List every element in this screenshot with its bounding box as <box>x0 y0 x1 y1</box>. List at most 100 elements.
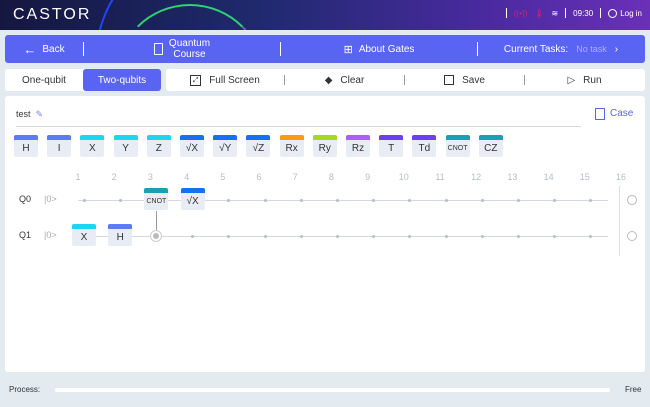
slot-dot[interactable] <box>553 199 557 202</box>
slot-dot[interactable] <box>480 235 484 238</box>
qubit-label: Q0 <box>19 194 32 204</box>
current-tasks-button[interactable]: Current Tasks: No task › <box>503 43 619 55</box>
slot-dot[interactable] <box>516 199 520 202</box>
book-icon <box>153 43 163 55</box>
gate-color-cap <box>445 135 470 140</box>
slot-dot[interactable] <box>191 235 195 238</box>
logo: CASTOR <box>13 6 92 23</box>
chevron-right-icon: › <box>614 43 619 55</box>
gate-cz[interactable]: CZ <box>478 135 503 157</box>
slot-dot[interactable] <box>516 235 520 238</box>
slot-dot[interactable] <box>299 235 303 238</box>
gate-rx[interactable]: Rx <box>279 135 304 157</box>
run-button[interactable]: ▷ Run <box>567 74 602 86</box>
qubit-tabs: One-qubit Two-qubits <box>5 69 161 91</box>
tab-one-qubit[interactable]: One-qubit <box>22 74 66 86</box>
play-icon: ▷ <box>567 74 576 86</box>
arrow-left-icon: ← <box>23 41 37 57</box>
gate-cnot[interactable]: CNOT <box>445 135 470 157</box>
column-number: 6 <box>256 172 262 182</box>
case-button[interactable]: Case <box>595 108 633 120</box>
login-button[interactable]: Log in <box>608 8 642 18</box>
gate-ry[interactable]: Ry <box>312 135 337 157</box>
placed-gate[interactable]: H <box>108 224 133 246</box>
pencil-icon[interactable]: ✎ <box>35 109 44 119</box>
slot-dot[interactable] <box>335 235 339 238</box>
slot-dot[interactable] <box>408 199 412 202</box>
column-number: 3 <box>147 172 153 182</box>
eraser-icon: ◆ <box>324 74 333 86</box>
slot-dot[interactable] <box>263 199 267 202</box>
save-button[interactable]: Save <box>405 74 524 86</box>
process-label: Process: <box>9 385 41 394</box>
slot-dot[interactable] <box>444 235 448 238</box>
placed-gate[interactable]: X <box>72 224 96 246</box>
gate-t[interactable]: T <box>379 135 404 157</box>
gate-sqrt-x[interactable]: √X <box>180 135 204 157</box>
gate-color-cap <box>312 135 337 140</box>
footer: Process: Free <box>0 380 650 400</box>
gate-color-cap <box>478 135 503 140</box>
gate-label: H <box>116 231 124 243</box>
slot-dot[interactable] <box>335 199 339 202</box>
thermometer-icon: 🌡︎ <box>534 8 545 18</box>
header-bar: CASTOR ((•)) 🌡︎ ≋ 09:30 Log in <box>0 0 650 30</box>
gate-td[interactable]: Td <box>412 135 437 157</box>
qubit-wire <box>78 236 608 237</box>
column-number: 14 <box>543 172 554 182</box>
gate-label: √Y <box>219 142 232 154</box>
column-number: 12 <box>471 172 482 182</box>
gate-rz[interactable]: Rz <box>346 135 370 157</box>
gate-sqrt-z[interactable]: √Z <box>246 135 271 157</box>
slot-dot[interactable] <box>444 199 448 202</box>
measure-icon[interactable] <box>627 231 637 241</box>
gate-y[interactable]: Y <box>113 135 138 157</box>
gate-label: √X <box>185 142 199 154</box>
gate-color-cap <box>180 135 204 140</box>
full-screen-button[interactable]: ⤢ Full Screen <box>166 74 284 86</box>
tab-two-qubits[interactable]: Two-qubits <box>83 69 161 91</box>
placed-gate[interactable]: CNOT <box>144 188 169 210</box>
placed-gate[interactable]: √X <box>180 188 205 210</box>
slot-dot[interactable] <box>82 199 86 202</box>
gate-label: Rx <box>285 142 298 154</box>
gate-color-cap <box>144 188 169 193</box>
slot-dot[interactable] <box>263 235 267 238</box>
toolbar: ⤢ Full Screen ◆ Clear Save ▷ Run <box>166 69 645 91</box>
case-icon <box>595 108 605 120</box>
slot-dot[interactable] <box>118 199 122 202</box>
clear-button[interactable]: ◆ Clear <box>324 74 365 86</box>
gate-z[interactable]: Z <box>146 135 171 157</box>
slot-dot[interactable] <box>480 199 484 202</box>
slot-dot[interactable] <box>372 235 376 238</box>
column-number: 5 <box>220 172 226 182</box>
gate-color-cap <box>213 135 238 140</box>
column-number: 13 <box>507 172 518 182</box>
quantum-course-button[interactable]: Quantum Course <box>84 38 280 60</box>
save-icon <box>444 74 455 85</box>
gate-label: CZ <box>484 142 498 154</box>
gate-x[interactable]: X <box>80 135 105 157</box>
about-gates-button[interactable]: ⊞ About Gates <box>343 43 415 56</box>
slot-dot[interactable] <box>589 199 593 202</box>
control-dot[interactable] <box>150 230 163 242</box>
gate-label: H <box>22 142 30 154</box>
slot-dot[interactable] <box>408 235 412 238</box>
gate-h[interactable]: H <box>14 135 38 157</box>
slot-dot[interactable] <box>589 235 593 238</box>
measure-icon[interactable] <box>627 195 637 205</box>
slot-dot[interactable] <box>227 235 231 238</box>
circuit-name[interactable]: test <box>16 109 31 119</box>
gate-label: I <box>57 142 61 154</box>
gate-label: Y <box>122 142 129 154</box>
slot-dot[interactable] <box>553 235 557 238</box>
slot-dot[interactable] <box>299 199 303 202</box>
slot-dot[interactable] <box>372 199 376 202</box>
back-button[interactable]: ← Back <box>23 41 65 57</box>
gate-sqrt-y[interactable]: √Y <box>213 135 238 157</box>
column-number: 11 <box>435 172 445 182</box>
gate-i[interactable]: I <box>47 135 72 157</box>
slot-dot[interactable] <box>227 199 231 202</box>
status-text: Free <box>625 385 642 394</box>
column-number: 4 <box>184 172 190 182</box>
